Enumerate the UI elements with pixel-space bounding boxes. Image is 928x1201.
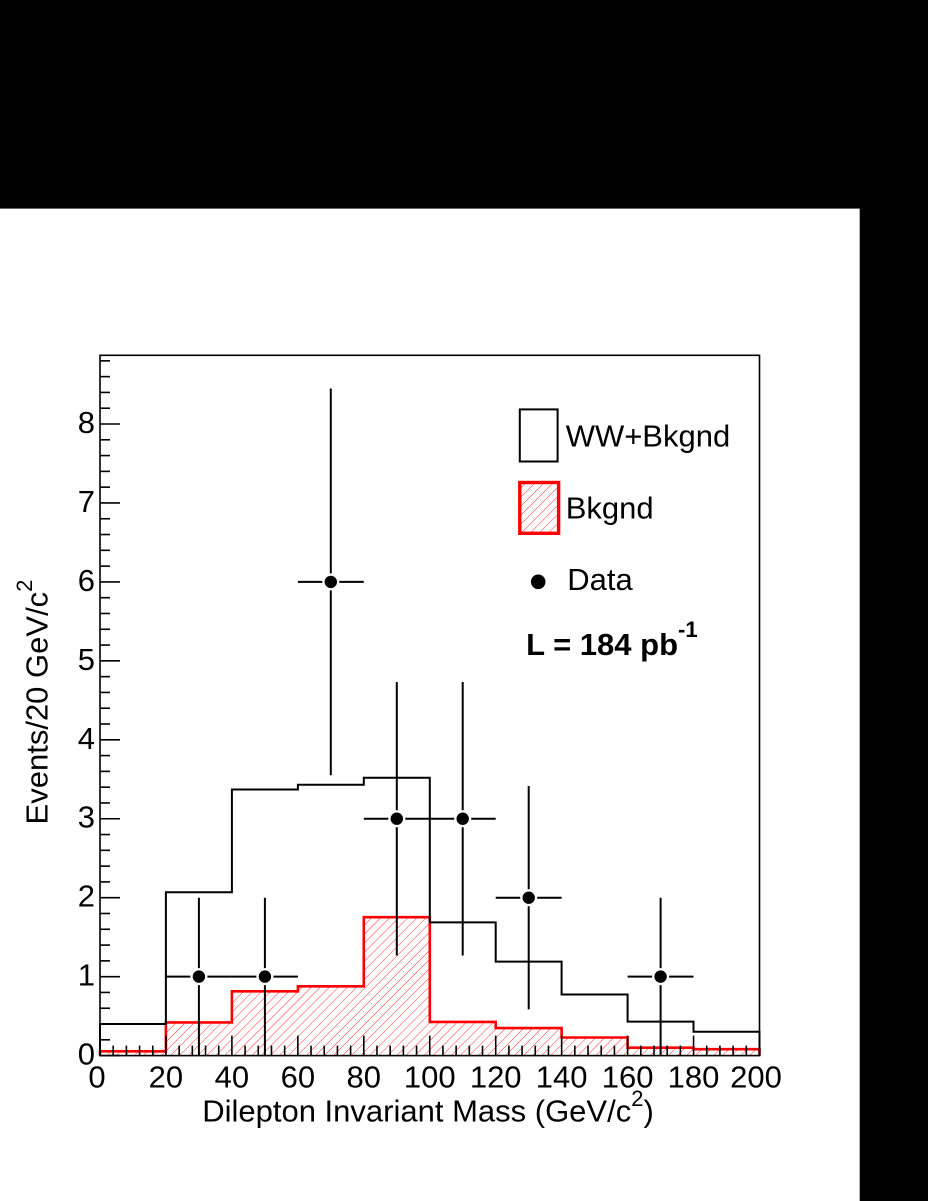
svg-text:WW+Bkgnd: WW+Bkgnd <box>566 418 731 453</box>
svg-text:Bkgnd: Bkgnd <box>566 491 654 526</box>
svg-text:7: 7 <box>78 484 95 519</box>
svg-text:120: 120 <box>470 1059 522 1094</box>
svg-text:20: 20 <box>149 1059 183 1094</box>
svg-text:3: 3 <box>78 800 95 835</box>
svg-text:40: 40 <box>215 1059 249 1094</box>
svg-text:0: 0 <box>88 1059 105 1094</box>
svg-text:180: 180 <box>668 1059 720 1094</box>
svg-text:60: 60 <box>281 1059 315 1094</box>
svg-text:8: 8 <box>78 405 95 440</box>
svg-text:6: 6 <box>78 563 95 598</box>
svg-text:200: 200 <box>730 1059 782 1094</box>
svg-text:4: 4 <box>78 721 95 756</box>
svg-text:0: 0 <box>78 1037 95 1072</box>
svg-text:100: 100 <box>404 1059 456 1094</box>
svg-text:Data: Data <box>567 562 633 597</box>
svg-text:5: 5 <box>78 642 95 677</box>
svg-text:Events/20 GeV/c2: Events/20 GeV/c2 <box>12 580 55 825</box>
svg-text:80: 80 <box>347 1059 381 1094</box>
svg-text:1: 1 <box>78 958 95 993</box>
svg-text:Dilepton Invariant Mass (GeV/c: Dilepton Invariant Mass (GeV/c2) <box>202 1086 654 1129</box>
svg-text:160: 160 <box>602 1059 654 1094</box>
svg-text:140: 140 <box>536 1059 588 1094</box>
svg-text:2: 2 <box>78 879 95 914</box>
